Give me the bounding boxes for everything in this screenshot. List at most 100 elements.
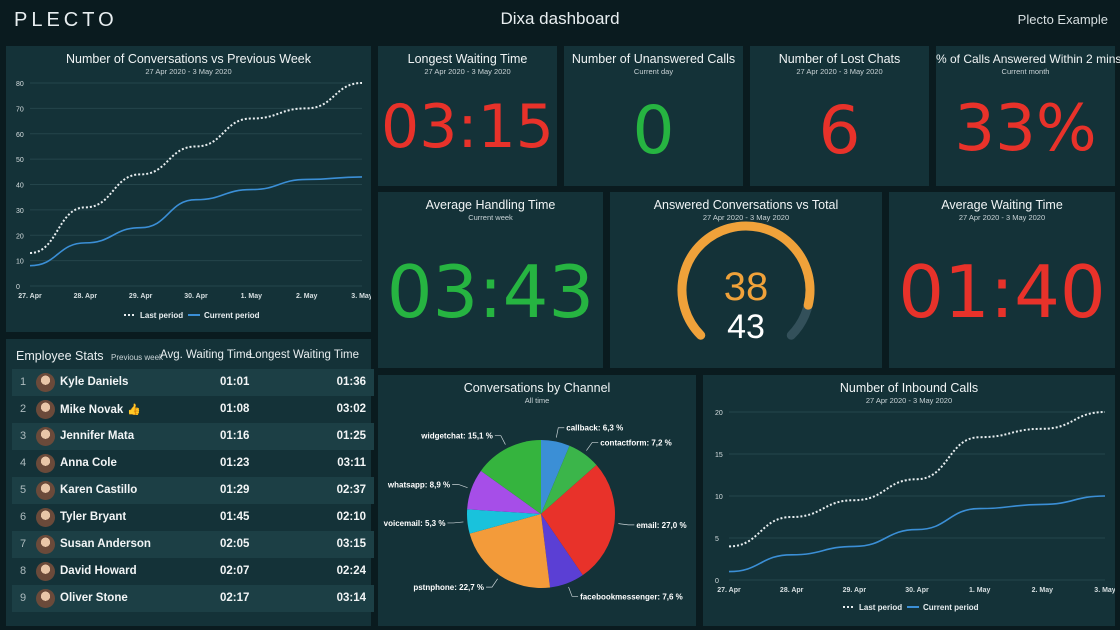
unanswered-calls-value: 0 bbox=[632, 92, 675, 169]
logo[interactable]: PLECTO bbox=[14, 9, 118, 31]
y-tick-label: 10 bbox=[16, 259, 24, 266]
panel-subtitle: 27 Apr 2020 - 3 May 2020 bbox=[796, 67, 883, 76]
table-row[interactable]: 8 David Howard 02:07 02:24 bbox=[12, 558, 374, 585]
pie-label-connector bbox=[555, 427, 565, 438]
pie-label-connector bbox=[586, 442, 599, 451]
pie-slice-label: contactform: 7,2 % bbox=[600, 438, 672, 447]
pie-slice[interactable] bbox=[467, 470, 541, 514]
table-row[interactable]: 4 Anna Cole 01:23 03:11 bbox=[12, 450, 374, 477]
pie-slice[interactable] bbox=[480, 440, 541, 514]
dashboard-title: Dixa dashboard bbox=[500, 9, 620, 28]
conversations-line-chart: 0 10 20 30 40 50 60 70 80 27. Apr 28. Apr 29. Apr 30… bbox=[16, 81, 371, 320]
avg-waiting-cell: 01:16 bbox=[220, 430, 250, 442]
avg-handling-panel: Average Handling Time Current week 03:43 bbox=[378, 192, 603, 368]
panel-title: Number of Unanswered Calls bbox=[571, 52, 736, 66]
inbound-calls-panel: Number of Inbound Calls 27 Apr 2020 - 3 … bbox=[703, 375, 1115, 626]
pie-slice[interactable] bbox=[541, 514, 583, 588]
avatar bbox=[36, 400, 55, 419]
gauge-answered-value: 38 bbox=[724, 265, 769, 309]
row-rank: 5 bbox=[20, 484, 27, 496]
lost-chats-value: 6 bbox=[818, 92, 861, 169]
longest-waiting-cell: 02:10 bbox=[336, 511, 366, 523]
panel-title: % of Calls Answered Within 2 mins bbox=[936, 52, 1120, 66]
table-row[interactable]: 5 Karen Castillo 01:29 02:37 bbox=[12, 477, 374, 504]
panel-title: Longest Waiting Time bbox=[407, 52, 528, 66]
employee-name[interactable]: David Howard bbox=[60, 565, 137, 577]
employee-stats-title: Employee Stats Previous week bbox=[16, 349, 163, 363]
row-rank: 1 bbox=[20, 376, 27, 388]
x-tick-label: 1. May bbox=[241, 293, 263, 300]
y-tick-label: 5 bbox=[715, 536, 719, 543]
pie-slice[interactable] bbox=[467, 509, 541, 534]
employee-name[interactable]: Mike Novak 👍 bbox=[60, 403, 141, 416]
avatar bbox=[36, 535, 55, 554]
y-tick-label: 20 bbox=[715, 410, 723, 417]
pie-slice[interactable] bbox=[469, 514, 551, 588]
longest-waiting-panel: Longest Waiting Time 27 Apr 2020 - 3 May… bbox=[378, 46, 557, 186]
employee-name-text: Tyler Bryant bbox=[60, 511, 127, 523]
pie-slice[interactable] bbox=[541, 465, 615, 576]
avg-waiting-cell: 01:01 bbox=[220, 376, 250, 388]
table-row[interactable]: 6 Tyler Bryant 01:45 02:10 bbox=[12, 504, 374, 531]
employee-name-text: Jennifer Mata bbox=[60, 430, 135, 442]
employee-name-text: Oliver Stone bbox=[60, 592, 128, 604]
account-name[interactable]: Plecto Example bbox=[1017, 12, 1108, 27]
panel-title: Average Waiting Time bbox=[941, 198, 1063, 212]
panel-subtitle: Current week bbox=[468, 213, 513, 222]
thumbs-up-icon: 👍 bbox=[127, 404, 141, 416]
avg-waiting-cell: 02:17 bbox=[220, 592, 250, 604]
x-tick-label: 29. Apr bbox=[843, 587, 867, 594]
pie-slice[interactable] bbox=[541, 445, 597, 514]
table-row[interactable]: 2 Mike Novak 👍 01:08 03:02 bbox=[12, 396, 374, 423]
employee-name[interactable]: Oliver Stone bbox=[60, 592, 128, 604]
panel-title: Answered Conversations vs Total bbox=[653, 198, 839, 212]
table-row[interactable]: 7 Susan Anderson 02:05 03:15 bbox=[12, 531, 374, 558]
employee-name[interactable]: Anna Cole bbox=[60, 457, 117, 469]
pie-slice[interactable] bbox=[541, 440, 570, 514]
avatar bbox=[36, 589, 55, 608]
legend-last-label[interactable]: Last period bbox=[140, 311, 183, 320]
longest-waiting-cell: 01:36 bbox=[336, 376, 366, 388]
calls-within-2-panel: % of Calls Answered Within 2 mins Curren… bbox=[936, 46, 1120, 186]
avg-waiting-value: 01:40 bbox=[898, 250, 1106, 334]
employee-name[interactable]: Jennifer Mata bbox=[60, 430, 134, 442]
panel-title: Number of Inbound Calls bbox=[839, 381, 979, 395]
series-current-period-line[interactable] bbox=[29, 176, 363, 267]
employee-stats-title-text: Employee Stats bbox=[16, 349, 104, 363]
avg-handling-value: 03:43 bbox=[386, 250, 595, 334]
legend-current-label[interactable]: Current period bbox=[204, 311, 260, 320]
employee-name[interactable]: Karen Castillo bbox=[60, 484, 137, 496]
pie-label-connector bbox=[486, 578, 498, 588]
panel-title: Number of Lost Chats bbox=[778, 52, 901, 66]
table-row[interactable]: 9 Oliver Stone 02:17 03:14 bbox=[12, 585, 374, 612]
employee-name[interactable]: Kyle Daniels bbox=[60, 376, 128, 388]
panel-subtitle: Current month bbox=[1001, 67, 1050, 76]
x-tick-label: 30. Apr bbox=[184, 293, 208, 300]
table-row[interactable]: 1 Kyle Daniels 01:01 01:36 bbox=[12, 369, 374, 396]
x-tick-label: 2. May bbox=[1032, 587, 1054, 594]
employee-name[interactable]: Tyler Bryant bbox=[60, 511, 126, 523]
unanswered-calls-panel: Number of Unanswered Calls Current day 0 bbox=[564, 46, 743, 186]
longest-waiting-cell: 01:25 bbox=[336, 430, 366, 442]
legend-current-label[interactable]: Current period bbox=[923, 603, 979, 612]
employee-name-text: Susan Anderson bbox=[60, 538, 151, 550]
column-header-avg-waiting[interactable]: Avg. Waiting Time bbox=[160, 349, 253, 361]
panel-subtitle: 27 Apr 2020 - 3 May 2020 bbox=[865, 396, 953, 405]
panel-subtitle: 27 Apr 2020 - 3 May 2020 bbox=[958, 213, 1046, 222]
pie-label-connector bbox=[447, 521, 464, 524]
table-row[interactable]: 3 Jennifer Mata 01:16 01:25 bbox=[12, 423, 374, 450]
longest-waiting-value: 03:15 bbox=[381, 92, 554, 162]
row-rank: 4 bbox=[20, 457, 27, 469]
panel-subtitle: 27 Apr 2020 - 3 May 2020 bbox=[145, 67, 232, 76]
inbound-calls-line-chart: 0 5 10 15 20 27. Apr 28. Apr 29. Apr 30. Apr 1. M… bbox=[715, 410, 1115, 612]
series-current-period-line[interactable] bbox=[728, 495, 1106, 573]
gauge-fill bbox=[677, 221, 815, 340]
column-header-longest-waiting[interactable]: Longest Waiting Time bbox=[248, 349, 359, 361]
panel-subtitle: 27 Apr 2020 - 3 May 2020 bbox=[702, 213, 790, 222]
employee-name-text: Anna Cole bbox=[60, 457, 117, 469]
avg-waiting-cell: 02:05 bbox=[220, 538, 250, 550]
employee-name[interactable]: Susan Anderson bbox=[60, 538, 151, 550]
legend-last-label[interactable]: Last period bbox=[859, 603, 902, 612]
series-last-period-line[interactable] bbox=[728, 411, 1106, 548]
pie-slice-label: email: 27,0 % bbox=[636, 521, 686, 530]
